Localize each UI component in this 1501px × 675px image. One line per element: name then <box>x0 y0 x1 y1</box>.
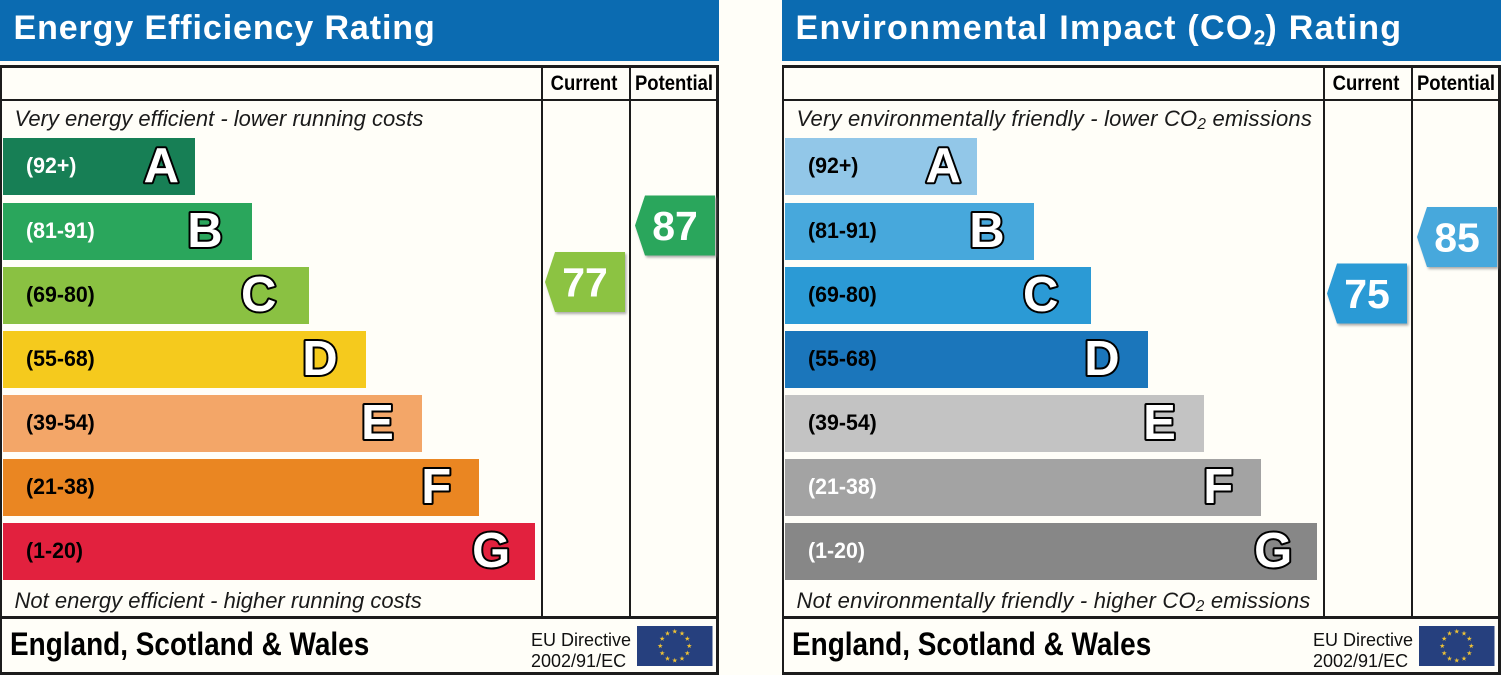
svg-text:A: A <box>144 139 179 193</box>
svg-text:85: 85 <box>1434 215 1480 261</box>
svg-text:A: A <box>926 139 961 193</box>
svg-text:G: G <box>1254 524 1292 578</box>
svg-text:D: D <box>1084 332 1119 386</box>
svg-text:B: B <box>969 204 1004 258</box>
svg-text:87: 87 <box>652 203 698 249</box>
svg-text:77: 77 <box>562 260 608 306</box>
svg-text:D: D <box>302 332 337 386</box>
svg-text:E: E <box>1143 396 1176 450</box>
svg-text:F: F <box>421 460 451 514</box>
svg-text:E: E <box>361 396 394 450</box>
svg-text:C: C <box>1023 268 1058 322</box>
svg-text:B: B <box>187 204 222 258</box>
svg-text:G: G <box>472 524 510 578</box>
svg-text:C: C <box>241 268 276 322</box>
svg-text:F: F <box>1203 460 1233 514</box>
svg-text:75: 75 <box>1344 271 1390 317</box>
